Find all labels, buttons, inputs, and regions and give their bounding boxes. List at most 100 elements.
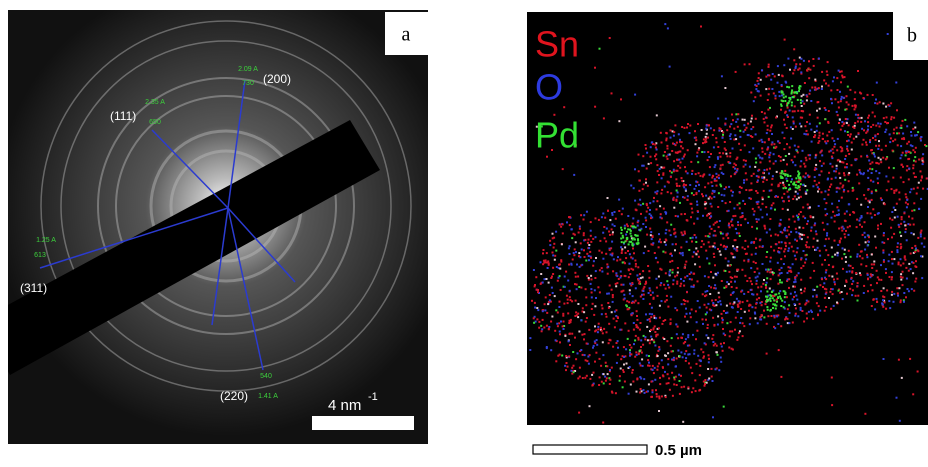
map-pixel xyxy=(836,165,838,167)
map-pixel xyxy=(780,258,782,260)
map-pixel xyxy=(686,199,688,201)
map-pixel xyxy=(597,286,599,288)
map-pixel xyxy=(768,139,770,141)
map-pixel xyxy=(546,252,548,254)
map-pixel xyxy=(715,368,717,370)
map-pixel xyxy=(552,237,554,239)
map-pixel xyxy=(541,330,543,332)
map-pixel xyxy=(746,280,748,282)
map-pixel xyxy=(900,223,902,225)
map-pixel xyxy=(580,349,582,351)
map-pixel xyxy=(596,339,598,341)
map-pixel xyxy=(693,223,695,225)
map-pixel xyxy=(784,242,786,244)
map-pixel xyxy=(865,265,867,267)
map-pixel xyxy=(705,141,707,143)
map-pixel xyxy=(612,294,614,296)
map-pixel xyxy=(828,131,830,133)
map-pixel xyxy=(906,169,908,171)
hkl: (200) xyxy=(263,72,291,86)
map-pixel xyxy=(662,172,664,174)
map-pixel xyxy=(542,319,544,321)
map-pixel xyxy=(832,166,834,168)
map-pixel xyxy=(574,337,576,339)
map-pixel xyxy=(865,241,867,243)
map-pixel xyxy=(544,303,546,305)
map-pixel xyxy=(795,307,797,309)
map-pixel xyxy=(806,317,808,319)
map-pixel xyxy=(656,287,658,289)
map-pixel xyxy=(778,91,780,93)
map-pixel xyxy=(884,121,886,123)
map-pixel xyxy=(648,163,650,165)
map-pixel xyxy=(780,172,782,174)
map-pixel xyxy=(659,348,661,350)
map-pixel xyxy=(804,176,806,178)
map-pixel xyxy=(562,232,564,234)
map-pixel xyxy=(542,252,544,254)
map-pixel xyxy=(801,310,803,312)
map-pixel xyxy=(764,112,766,114)
map-pixel xyxy=(760,286,762,288)
map-pixel xyxy=(834,240,836,242)
map-pixel xyxy=(811,227,813,229)
map-pixel xyxy=(635,263,637,265)
map-pixel xyxy=(732,256,734,258)
map-pixel xyxy=(858,244,860,246)
map-pixel xyxy=(637,225,639,227)
map-pixel xyxy=(761,314,763,316)
map-pixel xyxy=(774,327,776,329)
map-pixel xyxy=(666,156,668,158)
map-pixel xyxy=(548,262,550,264)
map-pixel xyxy=(847,226,849,228)
map-pixel xyxy=(608,342,610,344)
map-pixel xyxy=(767,309,769,311)
map-pixel xyxy=(588,255,590,257)
map-pixel xyxy=(802,176,804,178)
map-pixel xyxy=(754,166,756,168)
map-pixel xyxy=(652,143,654,145)
map-pixel xyxy=(617,316,619,318)
map-pixel xyxy=(813,65,815,67)
map-pixel xyxy=(768,196,770,198)
map-pixel xyxy=(882,103,884,105)
map-pixel xyxy=(874,102,876,104)
map-pixel xyxy=(913,233,915,235)
map-pixel xyxy=(649,342,651,344)
map-pixel xyxy=(751,115,753,117)
map-pixel xyxy=(668,230,670,232)
map-pixel xyxy=(858,117,860,119)
map-pixel xyxy=(635,300,637,302)
map-pixel xyxy=(841,291,843,293)
map-pixel xyxy=(841,197,843,199)
map-pixel xyxy=(916,134,918,136)
map-pixel xyxy=(620,232,622,234)
map-pixel xyxy=(534,307,536,309)
map-pixel xyxy=(794,286,796,288)
map-pixel xyxy=(800,165,802,167)
map-pixel xyxy=(612,270,614,272)
map-pixel xyxy=(793,48,795,50)
map-pixel xyxy=(900,235,902,237)
map-pixel xyxy=(655,278,657,280)
map-pixel xyxy=(863,129,865,131)
map-pixel xyxy=(874,156,876,158)
map-pixel xyxy=(873,261,875,263)
map-pixel xyxy=(633,343,635,345)
map-pixel xyxy=(766,296,768,298)
map-pixel xyxy=(814,79,816,81)
map-pixel xyxy=(579,376,581,378)
map-pixel xyxy=(555,360,557,362)
map-pixel xyxy=(686,291,688,293)
map-pixel xyxy=(900,177,902,179)
map-pixel xyxy=(750,182,752,184)
map-pixel xyxy=(637,327,639,329)
map-pixel xyxy=(785,96,787,98)
map-pixel xyxy=(878,279,880,281)
map-pixel xyxy=(911,247,913,249)
map-pixel xyxy=(896,287,898,289)
map-pixel xyxy=(861,226,863,228)
map-pixel xyxy=(620,284,622,286)
map-pixel xyxy=(743,159,745,161)
map-pixel xyxy=(814,136,816,138)
